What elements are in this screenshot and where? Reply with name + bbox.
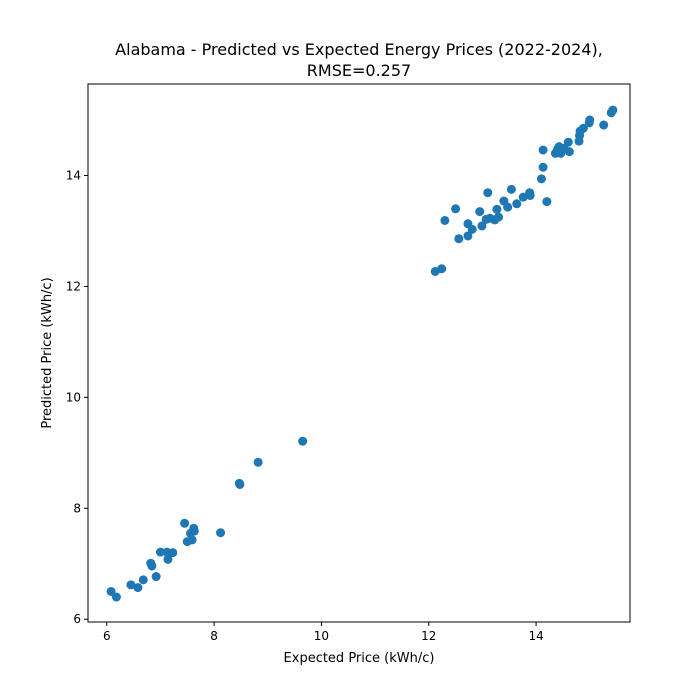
data-point — [138, 575, 148, 585]
data-point — [503, 202, 513, 212]
data-point — [538, 162, 548, 172]
data-point — [536, 174, 546, 184]
chart-title-line2: RMSE=0.257 — [307, 61, 411, 80]
data-point — [585, 115, 595, 125]
data-point — [483, 188, 493, 198]
data-point — [106, 586, 116, 596]
data-point — [492, 204, 502, 214]
x-axis-label: Expected Price (kWh/c) — [284, 651, 435, 666]
data-point — [147, 561, 157, 571]
data-points — [106, 105, 618, 602]
data-point — [477, 221, 487, 231]
data-point — [111, 592, 121, 602]
data-point — [542, 197, 552, 207]
y-tick-label: 8 — [73, 501, 81, 515]
plot-frame — [87, 83, 631, 623]
data-point — [512, 199, 522, 209]
x-axis-ticks: 6 8 10 12 14 — [103, 622, 544, 643]
data-point — [133, 583, 143, 593]
data-point — [467, 224, 477, 234]
y-tick-label: 12 — [66, 279, 81, 293]
data-point — [525, 190, 535, 200]
data-point — [440, 215, 450, 225]
data-point — [518, 192, 528, 202]
data-point — [187, 535, 197, 545]
y-tick-label: 6 — [73, 612, 81, 626]
y-axis-label: Predicted Price (kWh/c) — [40, 277, 55, 428]
data-point — [163, 554, 173, 564]
x-tick-label: 8 — [210, 629, 218, 643]
y-tick-label: 14 — [66, 169, 81, 183]
data-point — [298, 436, 308, 446]
data-point — [180, 518, 190, 528]
data-point — [451, 204, 461, 214]
data-point — [189, 526, 199, 536]
data-point — [578, 123, 588, 133]
x-tick-label: 10 — [314, 629, 329, 643]
y-tick-label: 10 — [66, 390, 81, 404]
data-point — [506, 184, 516, 194]
data-point — [126, 580, 136, 590]
data-point — [563, 137, 573, 147]
chart-title-line1: Alabama - Predicted vs Expected Energy P… — [115, 40, 603, 59]
data-point — [494, 212, 504, 222]
x-tick-label: 14 — [528, 629, 543, 643]
data-point — [608, 105, 618, 115]
data-point — [168, 548, 178, 558]
y-axis-ticks: 6 8 10 12 14 — [66, 169, 88, 626]
data-point — [538, 145, 548, 155]
data-point — [253, 457, 263, 467]
x-tick-label: 6 — [103, 629, 111, 643]
data-point — [155, 547, 165, 557]
data-point — [454, 234, 464, 244]
data-point — [437, 264, 447, 274]
data-point — [235, 479, 245, 489]
x-tick-label: 12 — [421, 629, 436, 643]
data-point — [463, 231, 473, 241]
data-point — [475, 207, 485, 217]
data-point — [151, 572, 161, 582]
data-point — [564, 147, 574, 157]
data-point — [216, 528, 226, 538]
data-point — [599, 120, 609, 130]
